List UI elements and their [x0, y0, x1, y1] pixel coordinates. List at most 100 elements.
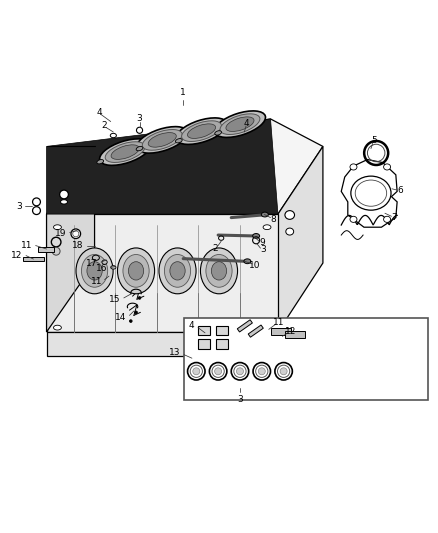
Ellipse shape [142, 130, 182, 150]
Text: 3: 3 [237, 395, 243, 404]
Ellipse shape [105, 142, 145, 163]
Polygon shape [46, 119, 278, 214]
Ellipse shape [170, 262, 185, 280]
Ellipse shape [263, 325, 271, 330]
Text: 2: 2 [213, 244, 218, 253]
Text: 9: 9 [259, 238, 265, 247]
Ellipse shape [253, 233, 260, 238]
Ellipse shape [226, 117, 254, 132]
Ellipse shape [137, 127, 188, 153]
Ellipse shape [53, 225, 61, 230]
Ellipse shape [130, 320, 132, 322]
Ellipse shape [215, 111, 265, 138]
Text: 18: 18 [72, 241, 84, 250]
Ellipse shape [280, 368, 287, 375]
Ellipse shape [237, 368, 244, 375]
Ellipse shape [92, 255, 99, 261]
Text: 4: 4 [243, 119, 249, 128]
Bar [198, 326, 210, 335]
Polygon shape [46, 332, 278, 356]
Text: 14: 14 [115, 313, 127, 321]
Ellipse shape [182, 121, 222, 141]
Polygon shape [46, 147, 95, 332]
Text: 12: 12 [285, 327, 297, 336]
Ellipse shape [187, 124, 215, 139]
Ellipse shape [350, 216, 357, 222]
Ellipse shape [60, 200, 67, 204]
Ellipse shape [136, 147, 143, 151]
Ellipse shape [285, 211, 294, 220]
Bar [23, 257, 44, 261]
Bar [215, 339, 228, 349]
Text: 17: 17 [86, 259, 98, 268]
Ellipse shape [176, 139, 182, 143]
Bar [198, 339, 210, 349]
Polygon shape [46, 214, 278, 332]
Ellipse shape [52, 247, 60, 255]
Text: 15: 15 [109, 295, 121, 304]
Ellipse shape [97, 159, 104, 164]
Ellipse shape [81, 254, 108, 287]
Text: 3: 3 [16, 202, 21, 211]
Bar [272, 328, 291, 335]
Ellipse shape [176, 118, 227, 144]
Bar [248, 325, 263, 337]
Bar [38, 247, 54, 252]
Ellipse shape [128, 262, 144, 280]
Text: 1: 1 [180, 88, 186, 97]
Ellipse shape [102, 260, 107, 264]
Ellipse shape [201, 248, 237, 294]
Polygon shape [278, 147, 323, 332]
Ellipse shape [117, 248, 155, 294]
Text: 13: 13 [169, 349, 180, 358]
Ellipse shape [159, 248, 196, 294]
Ellipse shape [263, 225, 271, 230]
Text: 8: 8 [271, 215, 276, 224]
Text: 10: 10 [249, 261, 261, 270]
Ellipse shape [111, 145, 139, 159]
Ellipse shape [384, 216, 391, 222]
Ellipse shape [244, 259, 251, 264]
Ellipse shape [60, 190, 68, 199]
Text: 5: 5 [371, 136, 377, 146]
Ellipse shape [220, 114, 260, 134]
Ellipse shape [258, 368, 265, 375]
Text: 11: 11 [91, 277, 102, 286]
Text: 2: 2 [101, 122, 106, 131]
Ellipse shape [261, 212, 268, 217]
Polygon shape [46, 119, 323, 214]
Text: 4: 4 [96, 108, 102, 117]
Ellipse shape [212, 262, 226, 280]
Text: 16: 16 [96, 264, 107, 273]
Ellipse shape [384, 164, 391, 170]
Bar [237, 320, 252, 332]
Ellipse shape [135, 311, 138, 313]
Ellipse shape [138, 297, 141, 299]
Bar [215, 326, 228, 335]
Ellipse shape [73, 231, 79, 237]
Ellipse shape [87, 262, 102, 280]
Text: 12: 12 [11, 251, 22, 260]
Text: 6: 6 [397, 185, 403, 195]
Ellipse shape [76, 248, 113, 294]
Text: 19: 19 [55, 229, 66, 238]
Ellipse shape [215, 368, 222, 375]
Ellipse shape [164, 254, 191, 287]
Ellipse shape [148, 133, 176, 147]
Ellipse shape [123, 254, 149, 287]
Ellipse shape [286, 228, 293, 235]
Ellipse shape [51, 237, 61, 247]
Bar [286, 331, 305, 338]
Text: 11: 11 [21, 241, 32, 250]
Text: 3: 3 [260, 245, 266, 254]
Ellipse shape [99, 139, 151, 165]
Ellipse shape [193, 368, 200, 375]
Ellipse shape [350, 164, 357, 170]
Ellipse shape [111, 265, 116, 269]
Ellipse shape [53, 325, 61, 330]
Text: 3: 3 [137, 115, 142, 124]
Ellipse shape [215, 131, 222, 135]
Text: 11: 11 [272, 318, 284, 327]
Ellipse shape [71, 229, 81, 239]
Text: 4: 4 [189, 321, 194, 330]
